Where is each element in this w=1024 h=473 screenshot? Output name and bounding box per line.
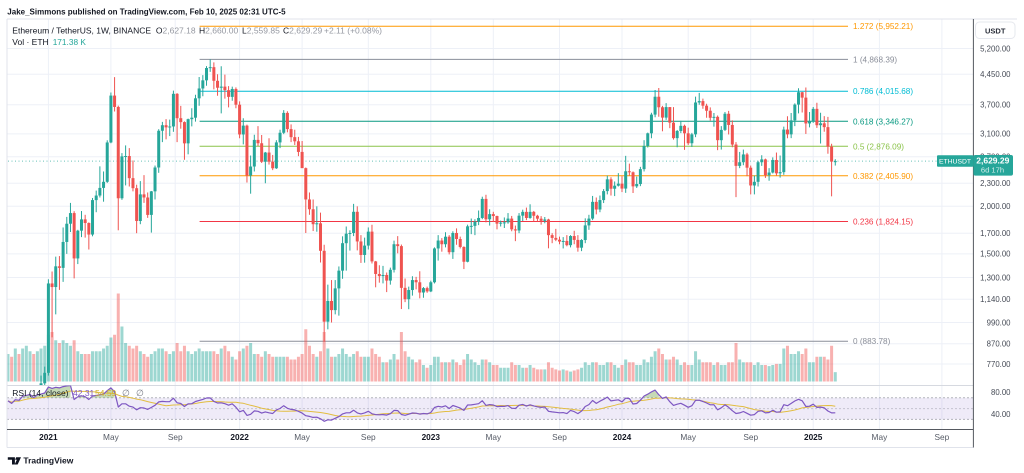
svg-text:0.618 (3,346.27): 0.618 (3,346.27) (853, 117, 913, 126)
svg-text:Sep: Sep (935, 432, 950, 442)
svg-text:2023: 2023 (422, 432, 441, 442)
svg-text:∅: ∅ (136, 388, 144, 398)
svg-text:2,629.29: 2,629.29 (976, 155, 1009, 165)
svg-text:Jake_Simmons published on Trad: Jake_Simmons published on TradingView.co… (7, 7, 286, 16)
svg-text:Sep: Sep (168, 432, 183, 442)
svg-text:0.382 (2,405.90): 0.382 (2,405.90) (853, 172, 913, 181)
svg-text:2,000.00: 2,000.00 (980, 202, 1011, 211)
svg-text:5,200.00: 5,200.00 (980, 44, 1011, 53)
svg-text:54.59: 54.59 (95, 388, 117, 398)
svg-text:80.00: 80.00 (991, 388, 1011, 397)
svg-text:USDT: USDT (985, 26, 1006, 35)
svg-text:1,700.00: 1,700.00 (980, 229, 1011, 238)
svg-text:6d 17h: 6d 17h (981, 165, 1004, 174)
svg-text:1 (4,868.39): 1 (4,868.39) (853, 55, 897, 64)
svg-text:∅: ∅ (122, 388, 130, 398)
svg-text:May: May (103, 432, 120, 442)
svg-text:Sep: Sep (743, 432, 758, 442)
svg-text:Sep: Sep (552, 432, 567, 442)
svg-text:171.38 K: 171.38 K (53, 37, 87, 47)
svg-text:2022: 2022 (230, 432, 249, 442)
svg-text:990.00: 990.00 (987, 318, 1012, 327)
svg-text:O2,627.18: O2,627.18 (156, 25, 196, 35)
svg-text:0 (883.78): 0 (883.78) (853, 337, 891, 346)
svg-text:+2.11 (+0.08%): +2.11 (+0.08%) (324, 25, 382, 35)
svg-text:Vol · ETH: Vol · ETH (12, 37, 48, 47)
svg-text:4,450.00: 4,450.00 (980, 70, 1011, 79)
svg-text:0.236 (1,824.15): 0.236 (1,824.15) (853, 218, 913, 227)
svg-text:0.5 (2,876.09): 0.5 (2,876.09) (853, 142, 904, 151)
svg-text:ETHUSDT: ETHUSDT (939, 158, 971, 165)
svg-text:TradingView: TradingView (23, 456, 73, 466)
svg-text:1.272 (5,952.21): 1.272 (5,952.21) (853, 22, 913, 31)
svg-text:May: May (872, 432, 889, 442)
svg-text:Ethereum / TetherUS, 1W, BINAN: Ethereum / TetherUS, 1W, BINANCE (12, 25, 151, 35)
svg-text:3,100.00: 3,100.00 (980, 130, 1011, 139)
svg-text:May: May (680, 432, 697, 442)
svg-text:RSI (14, close): RSI (14, close) (12, 388, 68, 398)
svg-text:42.31: 42.31 (73, 388, 95, 398)
svg-text:2021: 2021 (39, 432, 58, 442)
svg-text:L2,559.85: L2,559.85 (242, 25, 280, 35)
svg-text:Sep: Sep (361, 432, 376, 442)
svg-text:May: May (294, 432, 311, 442)
svg-text:H2,660.00: H2,660.00 (199, 25, 239, 35)
svg-text:770.00: 770.00 (987, 360, 1012, 369)
svg-text:3,700.00: 3,700.00 (980, 101, 1011, 110)
svg-text:May: May (485, 432, 502, 442)
svg-text:2025: 2025 (804, 432, 823, 442)
svg-text:2024: 2024 (613, 432, 632, 442)
svg-text:2,300.00: 2,300.00 (980, 179, 1011, 188)
svg-text:870.00: 870.00 (987, 340, 1012, 349)
svg-text:40.00: 40.00 (991, 410, 1011, 419)
svg-text:1,500.00: 1,500.00 (980, 250, 1011, 259)
svg-text:1,140.00: 1,140.00 (980, 295, 1011, 304)
svg-text:C2,629.29: C2,629.29 (283, 25, 323, 35)
svg-text:0.786 (4,015.68): 0.786 (4,015.68) (853, 87, 913, 96)
svg-text:1,300.00: 1,300.00 (980, 273, 1011, 282)
